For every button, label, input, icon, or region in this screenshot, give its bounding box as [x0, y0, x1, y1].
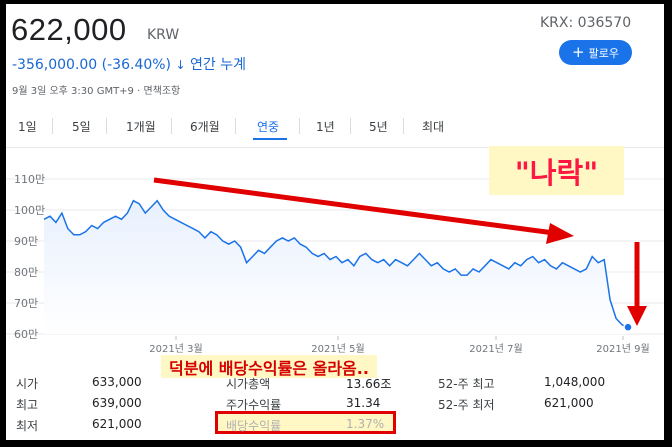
tab-5y[interactable]: 5년	[369, 120, 388, 134]
price-line	[43, 199, 629, 329]
divider	[6, 147, 664, 148]
tab-separator	[299, 118, 300, 134]
y-tick-label: 100만	[14, 204, 45, 217]
x-tick-label: 2021년 3월	[149, 343, 202, 355]
ticker-symbol: KRX: 036570	[540, 15, 632, 31]
stat-low-value: 621,000	[92, 417, 142, 431]
change-period: 연간 누계	[190, 57, 246, 73]
drop-arrow-head	[627, 306, 647, 326]
down-arrow-icon: ↓	[175, 58, 186, 72]
stat-open-label: 시가	[16, 377, 39, 391]
stat-52w-high-value: 1,048,000	[544, 375, 606, 389]
y-axis: 110만 100만 90만 80만 70만 60만	[14, 173, 45, 341]
y-tick-label: 80만	[14, 266, 38, 279]
annotation-nara: "나락"	[489, 146, 624, 195]
follow-label: 팔로우	[588, 46, 619, 60]
currency-label: KRW	[147, 27, 180, 43]
tab-separator	[350, 118, 351, 134]
annotation-arrows	[153, 177, 647, 326]
stat-high-value: 639,000	[92, 396, 142, 410]
stat-pe-value: 31.34	[346, 396, 381, 410]
stat-52w-high-label: 52-주 최고	[438, 377, 495, 391]
x-tick-label: 2021년 7월	[469, 343, 522, 355]
follow-button[interactable]: + 팔로우	[559, 40, 632, 65]
trend-arrow-head	[546, 223, 574, 244]
trend-arrow-shaft	[153, 177, 555, 236]
tab-1m[interactable]: 1개월	[126, 120, 156, 134]
plus-icon: +	[572, 43, 585, 61]
stat-market-cap-label: 시가총액	[226, 377, 271, 391]
stat-52w-low-label: 52-주 최저	[438, 398, 495, 412]
tab-max[interactable]: 최대	[422, 120, 445, 134]
stat-52w-low-value: 621,000	[544, 396, 594, 410]
tab-separator	[52, 118, 53, 134]
stat-market-cap-value: 13.66조	[346, 377, 392, 391]
price-change: -356,000.00 (-36.40%) ↓ 연간 누계	[12, 54, 246, 74]
tab-separator	[235, 118, 236, 134]
x-tick-label: 2021년 5월	[311, 343, 364, 355]
tab-1d[interactable]: 1일	[18, 120, 37, 134]
stat-high-label: 최고	[16, 398, 39, 412]
stock-card: 622,000 KRW KRX: 036570 + 팔로우 -356,000.0…	[6, 4, 664, 440]
stat-dividend-yield-value: 1.37%	[346, 417, 385, 431]
tab-separator	[106, 118, 107, 134]
stat-open-value: 633,000	[92, 375, 142, 389]
tab-6m[interactable]: 6개월	[190, 120, 220, 134]
dividend-yield-highlight: 배당수익률 1.37%	[215, 411, 396, 434]
change-value: -356,000.00 (-36.40%)	[12, 57, 172, 73]
stat-dividend-yield-label: 배당수익률	[226, 419, 282, 433]
x-tick-label: 2021년 9월	[596, 343, 649, 355]
annotation-dividend-note: 덕분에 배당수익률은 올라옴..	[161, 355, 377, 378]
x-axis: 2021년 3월 2021년 5월 2021년 7월 2021년 9월	[149, 336, 650, 355]
active-tab-indicator	[253, 138, 287, 140]
stat-pe-label: 주가수익률	[226, 398, 282, 412]
tab-1y[interactable]: 1년	[316, 120, 335, 134]
tab-5d[interactable]: 5일	[72, 120, 91, 134]
last-price-marker	[623, 322, 633, 332]
price-area	[44, 200, 628, 334]
y-tick-label: 90만	[14, 235, 38, 248]
tab-ytd[interactable]: 연중	[257, 120, 280, 134]
tab-separator	[403, 118, 404, 134]
timestamp: 9월 3일 오후 3:30 GMT+9 · 면책조항	[12, 86, 181, 97]
y-tick-label: 60만	[14, 328, 38, 341]
tab-separator	[171, 118, 172, 134]
stat-low-label: 최저	[16, 419, 39, 433]
y-tick-label: 110만	[14, 173, 45, 186]
current-price: 622,000	[11, 12, 127, 47]
y-tick-label: 70만	[14, 297, 38, 310]
